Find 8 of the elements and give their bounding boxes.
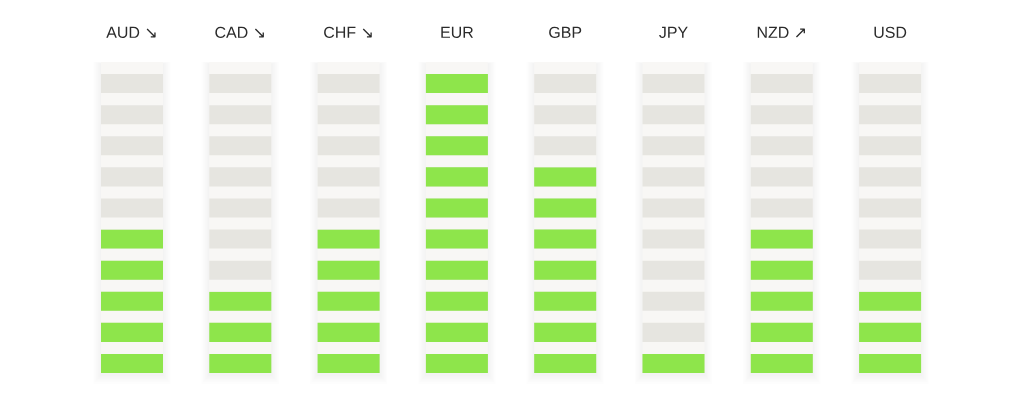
x-tick-label: EUR (441, 26, 474, 39)
x-tick-label: USD (874, 26, 907, 39)
x-tick-label: NZD ↗ (757, 26, 805, 38)
x-tick-label: CAD ↘ (215, 26, 264, 39)
x-tick-label: GBP (549, 26, 582, 39)
x-tick-label: CHF ↘ (324, 26, 372, 39)
x-tick-label: JPY (659, 26, 688, 39)
x-tick-label: AUD ↘ (106, 26, 156, 39)
